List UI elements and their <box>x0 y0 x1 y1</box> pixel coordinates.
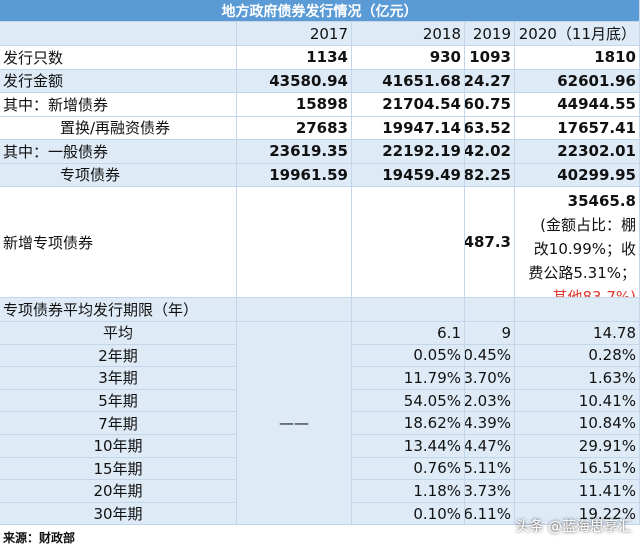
row-label: 置换/再融资债券 <box>0 116 237 140</box>
row-label: 发行金额 <box>0 69 237 93</box>
row-label: 发行只数 <box>0 46 237 70</box>
row-label: 专项债券 <box>0 163 237 187</box>
note-line: 费公路5.31%； <box>528 264 636 282</box>
row-label: 新增专项债券 <box>0 187 237 298</box>
value: 13.44% <box>352 435 465 458</box>
value: 11.79% <box>352 367 465 390</box>
value: 19947.14 <box>352 116 465 140</box>
value: 23619.35 <box>237 140 352 164</box>
blank <box>515 298 640 322</box>
row-label: 10年期 <box>0 435 237 458</box>
year: 2019 <box>465 22 515 46</box>
value: 14.78 <box>515 322 640 345</box>
value: 54.05% <box>352 389 465 413</box>
value: 13063.52 <box>465 116 515 140</box>
value: 6.1 <box>352 322 465 345</box>
year: 2018 <box>352 22 465 46</box>
value: 0.10% <box>352 502 465 526</box>
row-label: 15年期 <box>0 457 237 481</box>
value: 19459.49 <box>352 163 465 187</box>
value: 40299.95 <box>515 163 640 187</box>
value: 0.05% <box>352 344 465 368</box>
value: 30560.75 <box>465 93 515 117</box>
value: 1.63% <box>515 367 640 390</box>
value: 21487.3 <box>465 187 515 298</box>
value: 1.18% <box>352 480 465 503</box>
value: 16.51% <box>515 457 640 481</box>
watermark: 头条 @蓝海思享汇 <box>515 519 632 536</box>
value: 3.70% <box>465 367 515 390</box>
blank <box>352 298 465 322</box>
value: 0.76% <box>352 457 465 481</box>
value: 43624.27 <box>465 69 515 93</box>
row-label: 30年期 <box>0 502 237 526</box>
section-title: 专项债券平均发行期限（年） <box>0 298 237 322</box>
value: 25882.25 <box>465 163 515 187</box>
value: 15898 <box>237 93 352 117</box>
source: 来源：财政部 <box>0 525 640 550</box>
value: 10.84% <box>515 412 640 435</box>
blank <box>352 187 465 298</box>
value: 24.47% <box>465 435 515 458</box>
merged: —— <box>237 322 352 526</box>
value: 10.41% <box>515 389 640 413</box>
value: 0.28% <box>515 344 640 368</box>
row-label: 其中：新增债券 <box>0 93 237 117</box>
row-label: 3年期 <box>0 367 237 390</box>
blank <box>465 298 515 322</box>
value: 62601.96 <box>515 69 640 93</box>
value: 0.45% <box>465 344 515 368</box>
row-label: 其中：一般债券 <box>0 140 237 164</box>
value: 9 <box>465 322 515 345</box>
blank <box>0 22 237 46</box>
blank <box>237 187 352 298</box>
value: 1093 <box>465 46 515 70</box>
row-label: 2年期 <box>0 344 237 368</box>
row-label: 20年期 <box>0 480 237 503</box>
note-line: 改10.99%；收 <box>533 240 636 258</box>
value: 41651.68 <box>352 69 465 93</box>
row-label: 5年期 <box>0 389 237 413</box>
value: 19.22% <box>515 502 640 526</box>
value: 1810 <box>515 46 640 70</box>
value: 18.62% <box>352 412 465 435</box>
value: 6.11% <box>465 502 515 526</box>
row-label: 平均 <box>0 322 237 345</box>
title: 地方政府债券发行情况（亿元） <box>0 0 640 22</box>
value: 43580.94 <box>237 69 352 93</box>
note-line: (金额占比：棚 <box>540 216 636 234</box>
value: 930 <box>352 46 465 70</box>
value: 19961.59 <box>237 163 352 187</box>
value: 17742.02 <box>465 140 515 164</box>
value: 27683 <box>237 116 352 140</box>
value-note: 35465.8 (金额占比：棚改10.99%；收 费公路5.31%； 其他83.7%) <box>515 187 640 298</box>
value: 44944.55 <box>515 93 640 117</box>
value: 3.73% <box>465 480 515 503</box>
value: 22302.01 <box>515 140 640 164</box>
value: 21704.54 <box>352 93 465 117</box>
row-label: 7年期 <box>0 412 237 435</box>
note-line: 其他83.7%) <box>552 288 636 298</box>
value: 14.39% <box>465 412 515 435</box>
blank <box>237 298 352 322</box>
year: 2020（11月底） <box>515 22 640 46</box>
value: 42.03% <box>465 389 515 413</box>
year: 2017 <box>237 22 352 46</box>
value: 1134 <box>237 46 352 70</box>
value: 5.11% <box>465 457 515 481</box>
value: 17657.41 <box>515 116 640 140</box>
value: 11.41% <box>515 480 640 503</box>
value: 22192.19 <box>352 140 465 164</box>
value: 29.91% <box>515 435 640 458</box>
note-line: 35465.8 <box>567 192 636 210</box>
